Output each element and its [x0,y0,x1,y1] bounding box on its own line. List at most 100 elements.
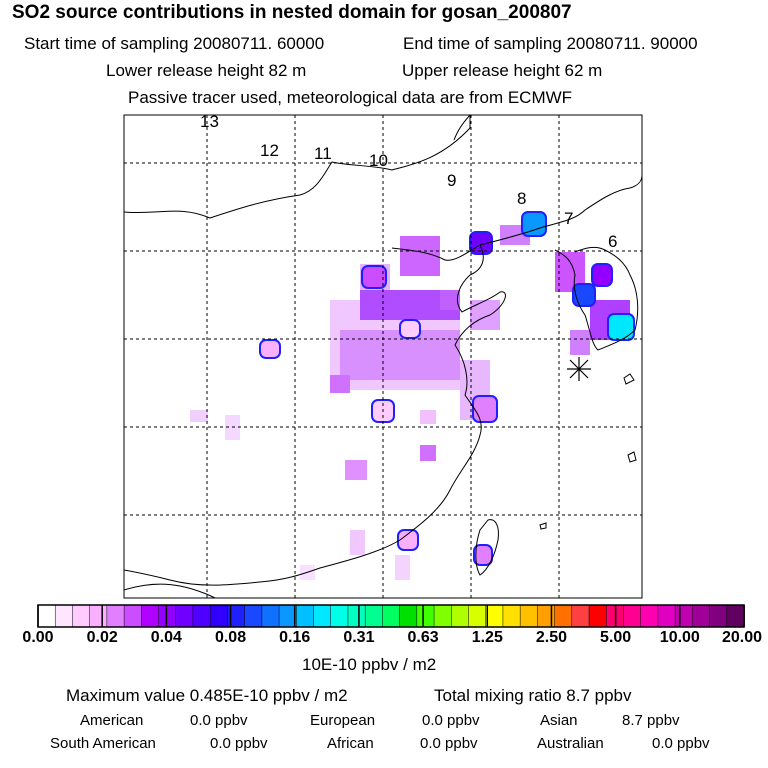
region-number-label: 7 [564,209,573,228]
region-labels: 13 12 11 10 9 8 7 6 [200,112,617,251]
colorbar-swatch [554,604,573,628]
colorbar-swatch [674,604,694,628]
coastlines [124,115,642,598]
region-european-value: 0.0 ppbv [422,712,480,729]
colorbar-tick-label: 5.00 [600,629,632,646]
region-australian-name: Australian [537,735,604,752]
colorbar-swatch [571,604,590,628]
background-patch [330,375,350,393]
region-number-label: 10 [369,151,388,170]
colorbar-swatch [502,604,521,628]
colorbar-unit: 10E-10 ppbv / m2 [302,655,437,674]
background-patch [395,555,410,580]
colorbar-swatch [261,604,280,628]
hotspot-inland-west [259,339,281,359]
max-value: Maximum value 0.485E-10 ppbv / m2 [66,686,348,705]
colorbar-swatch [726,604,745,628]
region-asian-value: 8.7 ppbv [622,712,680,729]
hotspot-central [399,319,421,339]
colorbar-swatch [37,604,56,628]
colorbar-tick-label: 0.63 [407,629,439,646]
colorbar-swatch [364,604,384,628]
background-patch [350,530,365,555]
colorbar-swatch [313,604,332,628]
colorbar-swatch [244,604,263,628]
region-american-value: 0.0 ppbv [190,712,248,729]
hotspot-north-plain-A [361,265,387,289]
colorbar-swatch [123,604,143,628]
background-patch [345,460,367,480]
colorbar-swatch [347,604,366,628]
hotspot-south-coast-A [397,529,419,551]
colorbar-swatch [209,604,229,628]
colorbar-tick-label: 1.25 [471,629,503,646]
colorbar-swatch [296,604,315,628]
colorbar-swatch [640,604,659,628]
region-number-label: 9 [447,171,456,190]
background-patch [440,290,460,310]
colorbar-swatch [89,604,108,628]
background-patch [190,410,208,422]
hotspot-korea-west [572,283,596,307]
colorbar-swatch [106,604,125,628]
colorbar-swatch [330,604,349,628]
colorbar-tick-label: 10.00 [659,629,700,646]
start-time-label: Start time of sampling 20080711. 60000 [24,34,325,53]
region-south-american-name: South American [50,735,156,752]
colorbar-tick-label: 0.00 [22,629,54,646]
colorbar-swatch [485,604,504,628]
region-south-american-value: 0.0 ppbv [210,735,268,752]
chart-title: SO2 source contributions in nested domai… [12,2,572,23]
region-number-label: 11 [314,144,332,163]
colorbar-swatch [692,604,711,628]
background-patch [340,330,460,380]
receptor-marker [567,357,591,381]
colorbar-tick-label: 20.00 [721,629,763,646]
region-american-name: American [80,712,144,729]
colorbar-swatch [537,604,556,628]
colorbar-swatch [519,604,539,628]
region-african-value: 0.0 ppbv [420,735,478,752]
colorbar-swatch [72,604,91,628]
background-patch [420,445,436,461]
colorbar-swatch [709,604,728,628]
tracer-label: Passive tracer used, meteorological data… [128,88,573,107]
background-patch [420,410,436,424]
region-african-name: African [327,735,374,752]
region-australian-value: 0.0 ppbv [652,735,710,752]
hotspot-taiwan [473,544,493,566]
colorbar-tick-label: 2.50 [535,629,568,646]
colorbar-swatch [433,604,453,628]
hotspot-yangtze [472,395,498,423]
colorbar-swatch [175,604,194,628]
region-number-label: 8 [517,189,526,208]
hotspot-bohai-A [469,231,493,255]
end-time-label: End time of sampling 20080711. 90000 [403,34,698,53]
colorbar-tick-label: 0.16 [279,629,311,646]
colorbar-swatch [192,604,211,628]
background-patch [400,236,440,276]
colorbar-swatch [588,604,607,628]
colorbar-swatch [451,604,470,628]
hotspot-bohai-B [521,211,547,237]
grid-lines [124,115,642,598]
colorbar-tick-label: 0.31 [343,629,375,646]
colorbar-tick-label: 0.02 [86,629,118,646]
region-number-label: 6 [608,232,617,251]
total-mixing-ratio: Total mixing ratio 8.7 ppbv [434,686,632,705]
region-number-label: 13 [200,112,219,131]
colorbar-swatch [54,604,74,628]
colorbar-swatch [657,604,676,628]
colorbar-swatch [141,604,160,628]
region-european-name: European [310,712,376,729]
colorbar-swatch [416,604,435,628]
colorbar-swatch [158,604,177,628]
colorbar-swatch [399,604,418,628]
colorbar-tick-label: 0.08 [214,629,247,646]
plot-frame [123,114,643,599]
colorbar-swatch [623,604,642,628]
colorbar-swatch [382,604,401,628]
colorbar-swatch [468,604,487,628]
colorbar-tick-label: 0.04 [150,629,182,646]
